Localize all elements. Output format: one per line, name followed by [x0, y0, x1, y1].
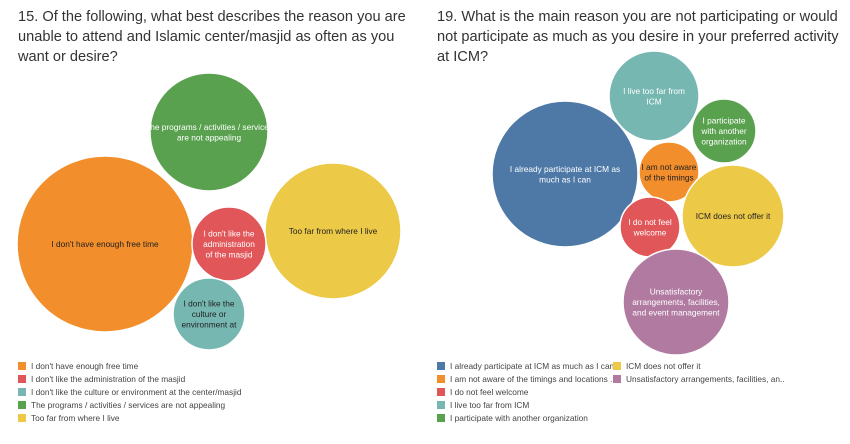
q19-bubble-another-org[interactable] [691, 98, 757, 164]
q19-bubble-live-far[interactable] [608, 50, 700, 142]
q19-bubble-already[interactable] [491, 100, 639, 248]
chart-panel-q15: 15. Of the following, what best describe… [16, 9, 406, 424]
q19-bubble-label-already: I already participate at ICM as much as I… [510, 164, 620, 185]
legend-label: Too far from where I live [31, 413, 120, 423]
q19-legend-item[interactable]: Unsatisfactory arrangements, facilities,… [613, 373, 785, 385]
q19-legend-item[interactable]: I am not aware of the timings and locati… [437, 373, 615, 385]
legend-swatch-icon [18, 375, 26, 383]
legend-swatch-icon [437, 375, 445, 383]
q15-bubble-culture[interactable] [172, 277, 246, 351]
q19-bubble-not-offer[interactable] [681, 164, 785, 268]
q15-legend-item[interactable]: I don't like the administration of the m… [18, 373, 185, 385]
q19-legend-item[interactable]: I do not feel welcome [437, 386, 528, 398]
legend-label: Unsatisfactory arrangements, facilities,… [626, 374, 785, 384]
legend-swatch-icon [437, 401, 445, 409]
q19-bubble-label-unsatisfactory: Unsatisfactory arrangements, facilities, a… [632, 287, 720, 318]
q15-bubble-label-programs: The programs / activities / services are … [145, 122, 273, 143]
chart-title-q19: 19. What is the main reason you are not … [437, 9, 839, 65]
q19-bubble-label-not-welcome: I do not feel welcome [628, 217, 672, 238]
bubble-chart-q19: I already participate at ICM as much as I… [491, 50, 785, 356]
q19-legend-item[interactable]: I already participate at ICM as much as … [437, 360, 614, 372]
legend-swatch-icon [613, 362, 621, 370]
legend-swatch-icon [18, 401, 26, 409]
legend-label: I don't like the administration of the m… [31, 374, 186, 384]
q19-bubble-label-not-offer: ICM does not offer it [696, 211, 771, 221]
legend-swatch-icon [437, 414, 445, 422]
legend-label: The programs / activities / services are… [31, 400, 226, 410]
legend-swatch-icon [18, 388, 26, 396]
q15-bubble-label-administration: I don't like the administration of the mas… [203, 229, 255, 260]
q19-bubble-label-live-far: I live too far from ICM [623, 86, 685, 107]
q15-bubble-label-culture: I don't like the culture or environment at [182, 299, 238, 330]
q15-bubble-label-free-time: I don't have enough free time [51, 239, 159, 249]
legend-label: I already participate at ICM as much as … [450, 361, 615, 371]
legend-swatch-icon [18, 414, 26, 422]
q19-bubble-not-aware[interactable] [638, 141, 700, 203]
q19-bubble-unsatisfactory[interactable] [622, 248, 730, 356]
q15-bubble-label-far: Too far from where I live [289, 226, 378, 236]
legend-swatch-icon [437, 362, 445, 370]
legend-label: I do not feel welcome [450, 387, 529, 397]
legend-label: I don't have enough free time [31, 361, 139, 371]
q19-legend-item[interactable]: ICM does not offer it [613, 360, 701, 372]
legend-swatch-icon [18, 362, 26, 370]
legend-label: I don't like the culture or environment … [31, 387, 242, 397]
q15-legend-item[interactable]: Too far from where I live [18, 412, 120, 424]
q19-legend-item[interactable]: I live too far from ICM [437, 399, 529, 411]
q15-legend-item[interactable]: The programs / activities / services are… [18, 399, 225, 411]
bubble-chart-q15: I don't have enough free time The program… [16, 72, 402, 351]
legend-swatch-icon [613, 375, 621, 383]
legend-label: ICM does not offer it [626, 361, 701, 371]
q19-bubble-label-not-aware: I am not aware of the timings [642, 162, 697, 183]
q15-bubble-programs[interactable] [149, 72, 269, 192]
chart-title-q15: 15. Of the following, what best describe… [18, 9, 406, 65]
q19-bubble-label-another-org: I participate with another organization [700, 116, 747, 147]
legend-label: I participate with another organization [450, 413, 588, 423]
q19-legend-item[interactable]: I participate with another organization [437, 412, 588, 424]
q15-legend-item[interactable]: I don't like the culture or environment … [18, 386, 242, 398]
chart-panel-q19: 19. What is the main reason you are not … [425, 0, 850, 444]
legend-label: I live too far from ICM [450, 400, 530, 410]
q15-legend-item[interactable]: I don't have enough free time [18, 360, 138, 372]
q15-bubble-administration[interactable] [191, 206, 267, 282]
q15-bubble-far[interactable] [264, 162, 402, 300]
legend-label: I am not aware of the timings and locati… [450, 374, 615, 384]
legend-swatch-icon [437, 388, 445, 396]
